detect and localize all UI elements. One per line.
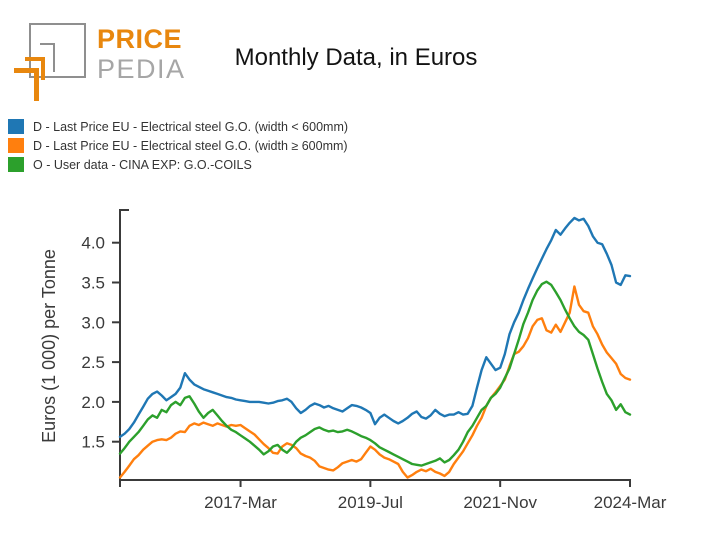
legend-swatch-green — [8, 157, 24, 172]
series-line-1 — [118, 285, 632, 479]
logo-orange-bracket-small — [25, 57, 45, 80]
pricepedia-logo: PRICE PEDIA — [10, 12, 240, 107]
page-title: Monthly Data, in Euros — [234, 44, 478, 71]
logo-gray-bracket — [40, 43, 55, 72]
pricepedia-logo-icon — [10, 12, 102, 107]
x-tick-label: 2019-Jul — [338, 493, 403, 512]
y-tick-label: 2.5 — [81, 353, 105, 372]
legend-item-user-data-cina[interactable]: O - User data - CINA EXP: G.O.-COILS — [8, 155, 348, 174]
logo-square-outline — [29, 23, 86, 78]
x-tick-label: 2024-Mar — [594, 493, 667, 512]
legend-swatch-blue — [8, 119, 24, 134]
x-tick-label: 2017-Mar — [204, 493, 277, 512]
legend-label: D - Last Price EU - Electrical steel G.O… — [33, 138, 348, 153]
axis-frame — [119, 209, 631, 487]
legend-item-last-price-ge600[interactable]: D - Last Price EU - Electrical steel G.O… — [8, 136, 348, 155]
series-line-0 — [118, 216, 632, 439]
logo-orange-bracket-large — [14, 68, 39, 101]
x-tick-label: 2021-Nov — [463, 493, 537, 512]
y-tick-label: 2.0 — [81, 393, 105, 412]
y-tick-label: 1.5 — [81, 433, 105, 452]
logo-word-pedia: PEDIA — [97, 54, 186, 84]
chart-legend: D - Last Price EU - Electrical steel G.O… — [8, 117, 348, 174]
legend-label: D - Last Price EU - Electrical steel G.O… — [33, 119, 349, 134]
logo-wordmark: PRICE PEDIA — [97, 26, 186, 83]
legend-item-last-price-lt600[interactable]: D - Last Price EU - Electrical steel G.O… — [8, 117, 348, 136]
y-axis-title: Euros (1 000) per Tonne — [39, 249, 59, 443]
legend-swatch-orange — [8, 138, 24, 153]
y-tick-label: 4.0 — [81, 234, 105, 253]
logo-word-price: PRICE — [97, 24, 183, 54]
series-line-2 — [118, 280, 632, 467]
y-tick-label: 3.0 — [81, 313, 105, 332]
y-tick-label: 3.5 — [81, 274, 105, 293]
legend-label: O - User data - CINA EXP: G.O.-COILS — [33, 157, 252, 172]
